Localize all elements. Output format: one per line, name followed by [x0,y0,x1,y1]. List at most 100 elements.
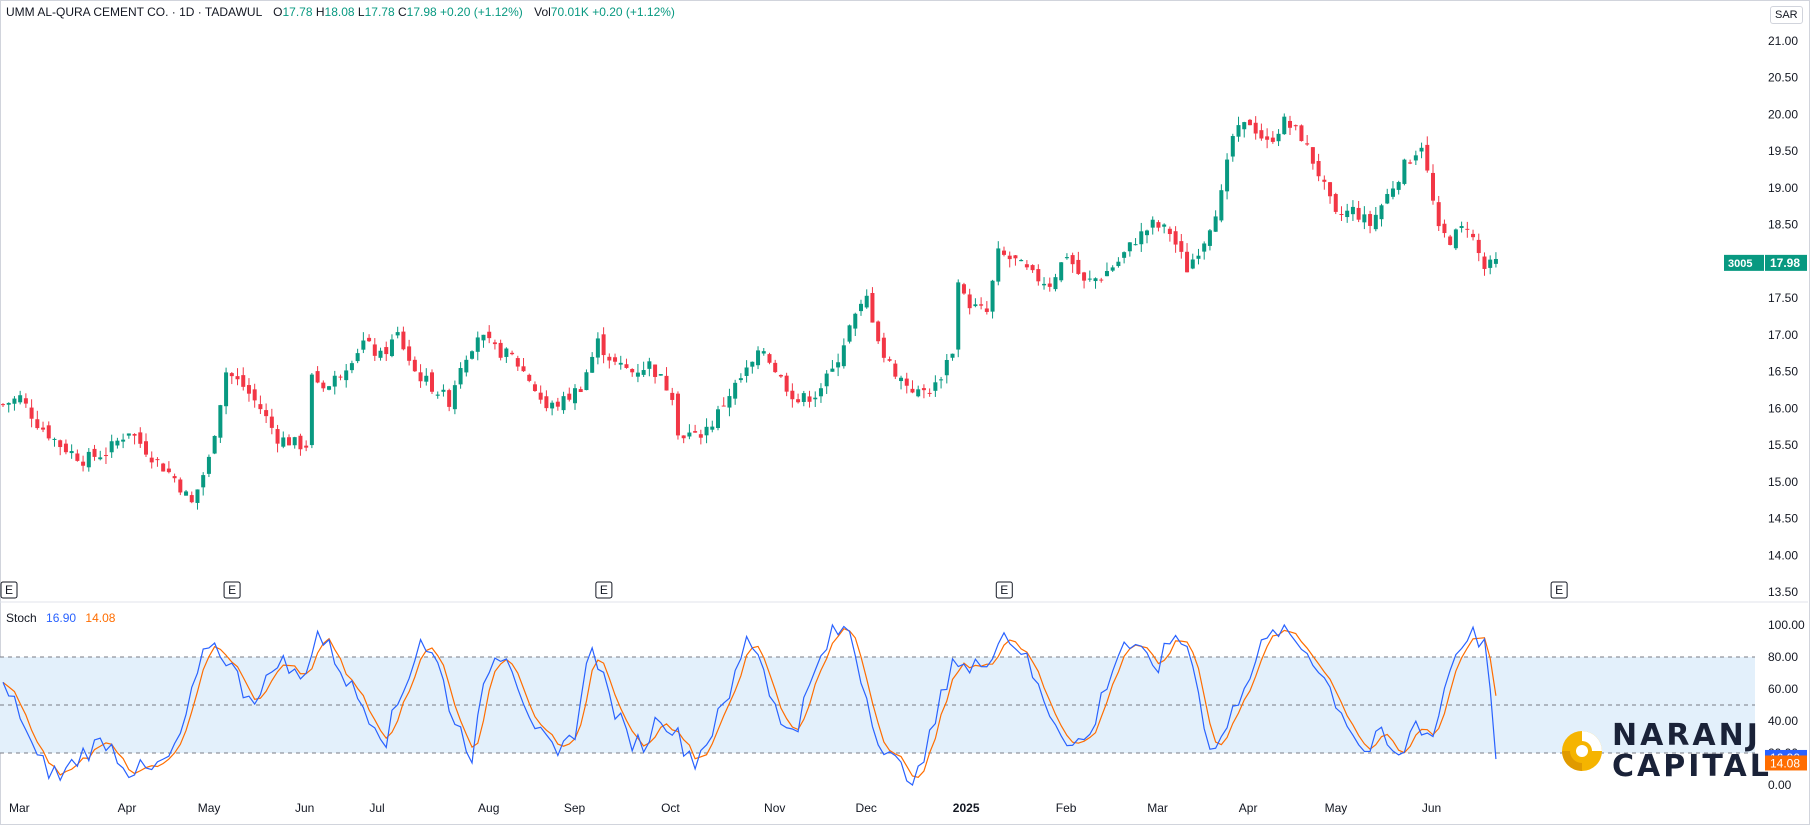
candle-body [161,463,166,472]
candle-body [1333,194,1338,212]
time-axis-tick: May [1325,801,1348,815]
candle-body [389,339,394,357]
candle-body [618,362,623,365]
earnings-marker-label: E [5,583,13,597]
candle-body [1482,256,1487,269]
candle-body [1305,143,1310,145]
stoch-title[interactable]: Stoch [6,611,37,625]
candle-body [1453,229,1458,249]
currency-label[interactable]: SAR [1770,6,1803,24]
candle-body [1139,231,1144,245]
candle-body [1328,182,1333,197]
candle-body [544,396,549,409]
candle-body [498,342,503,358]
candle-body [1053,277,1058,290]
high-label: H [315,5,325,19]
candle-body [138,432,143,444]
candle-body [635,372,640,377]
candle-body [418,372,423,382]
candle-body [321,382,326,389]
candle-body [29,407,34,419]
candle-body [344,370,349,381]
candle-body [309,374,314,446]
candle-body [773,362,778,373]
candle-body [58,440,63,448]
candle-body [1059,262,1064,281]
candle-body [738,378,743,381]
earnings-marker[interactable]: E [0,581,18,599]
candle-body [92,448,97,457]
earnings-marker-label: E [1555,583,1563,597]
candle-body [195,489,200,503]
stoch-legend: Stoch 16.90 14.08 [6,611,115,625]
candle-body [264,410,269,417]
candle-body [1448,236,1453,245]
candle-body [172,476,177,479]
candle-body [1042,283,1047,286]
candle-body [939,379,944,381]
candle-body [967,294,972,309]
candle-body [212,435,217,454]
candle-body [750,361,755,367]
candle-body [178,479,183,493]
candle-body [155,459,160,461]
price-axis-tick: 20.50 [1768,71,1798,85]
candle-body [813,397,818,400]
candle-body [641,370,646,375]
candle-body [1259,130,1264,139]
candle-body [830,368,835,372]
candle-body [69,451,74,454]
candle-body [698,434,703,438]
earnings-marker[interactable]: E [995,581,1013,599]
candle-body [1162,224,1167,227]
candle-body [372,344,377,356]
candle-body [584,372,589,391]
candle-body [624,364,629,368]
low-value: 17.78 [364,5,395,19]
candle-body [447,390,452,407]
candle-body [613,357,618,362]
candle-body [1036,269,1041,282]
candle-body [1167,228,1172,235]
last-price-tag [1765,254,1807,271]
candle-body [298,435,303,450]
earnings-marker[interactable]: E [1550,581,1568,599]
time-axis-tick: Dec [856,801,877,815]
time-axis-tick: May [198,801,221,815]
symbol-header: UMM AL-QURA CEMENT CO. · 1D · TADAWUL O 1… [6,5,675,19]
candle-body [1316,161,1321,177]
symbol-title[interactable]: UMM AL-QURA CEMENT CO. · 1D · TADAWUL [6,5,262,19]
candle-body [412,359,417,372]
candle-body [1419,147,1424,152]
candle-body [287,437,291,446]
candle-body [281,437,286,447]
candle-body [1007,255,1012,260]
candle-body [675,393,680,436]
bar-count-tag [1724,254,1764,271]
candle-body [464,359,469,373]
earnings-marker-box [223,581,241,599]
candle-body [921,388,926,391]
candle-body [126,433,131,436]
earnings-marker[interactable]: E [223,581,241,599]
candle-body [1230,136,1235,157]
candle-body [258,404,263,410]
candle-body [275,429,280,444]
candle-body [561,396,566,411]
candle-body [6,402,11,405]
candle-body [458,368,463,385]
stoch-axis-tick: 80.00 [1768,650,1798,664]
candle-body [515,358,520,367]
naranj-capital-logo: NARANJ CAPITAL [1558,720,1769,782]
candle-body [532,384,537,392]
price-axis-tick: 13.50 [1768,585,1798,599]
candle-body [979,304,984,306]
earnings-marker[interactable]: E [595,581,613,599]
candle-body [487,331,492,339]
open-label: O [273,5,283,19]
candle-body [1350,206,1355,215]
price-axis-tick: 14.50 [1768,512,1798,526]
candle-body [46,425,51,439]
candle-body [98,457,103,460]
